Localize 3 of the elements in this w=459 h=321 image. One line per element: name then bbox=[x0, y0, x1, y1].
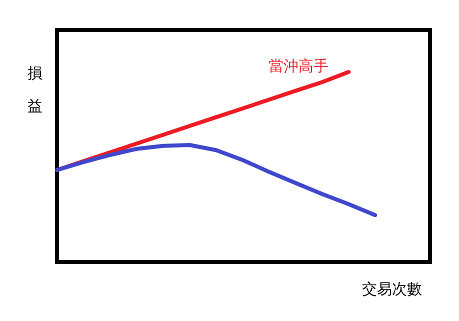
xlabel: 交易次數 bbox=[362, 280, 422, 298]
series-label: 當沖高手 bbox=[268, 57, 329, 75]
ylabel: 損益 bbox=[28, 64, 42, 115]
